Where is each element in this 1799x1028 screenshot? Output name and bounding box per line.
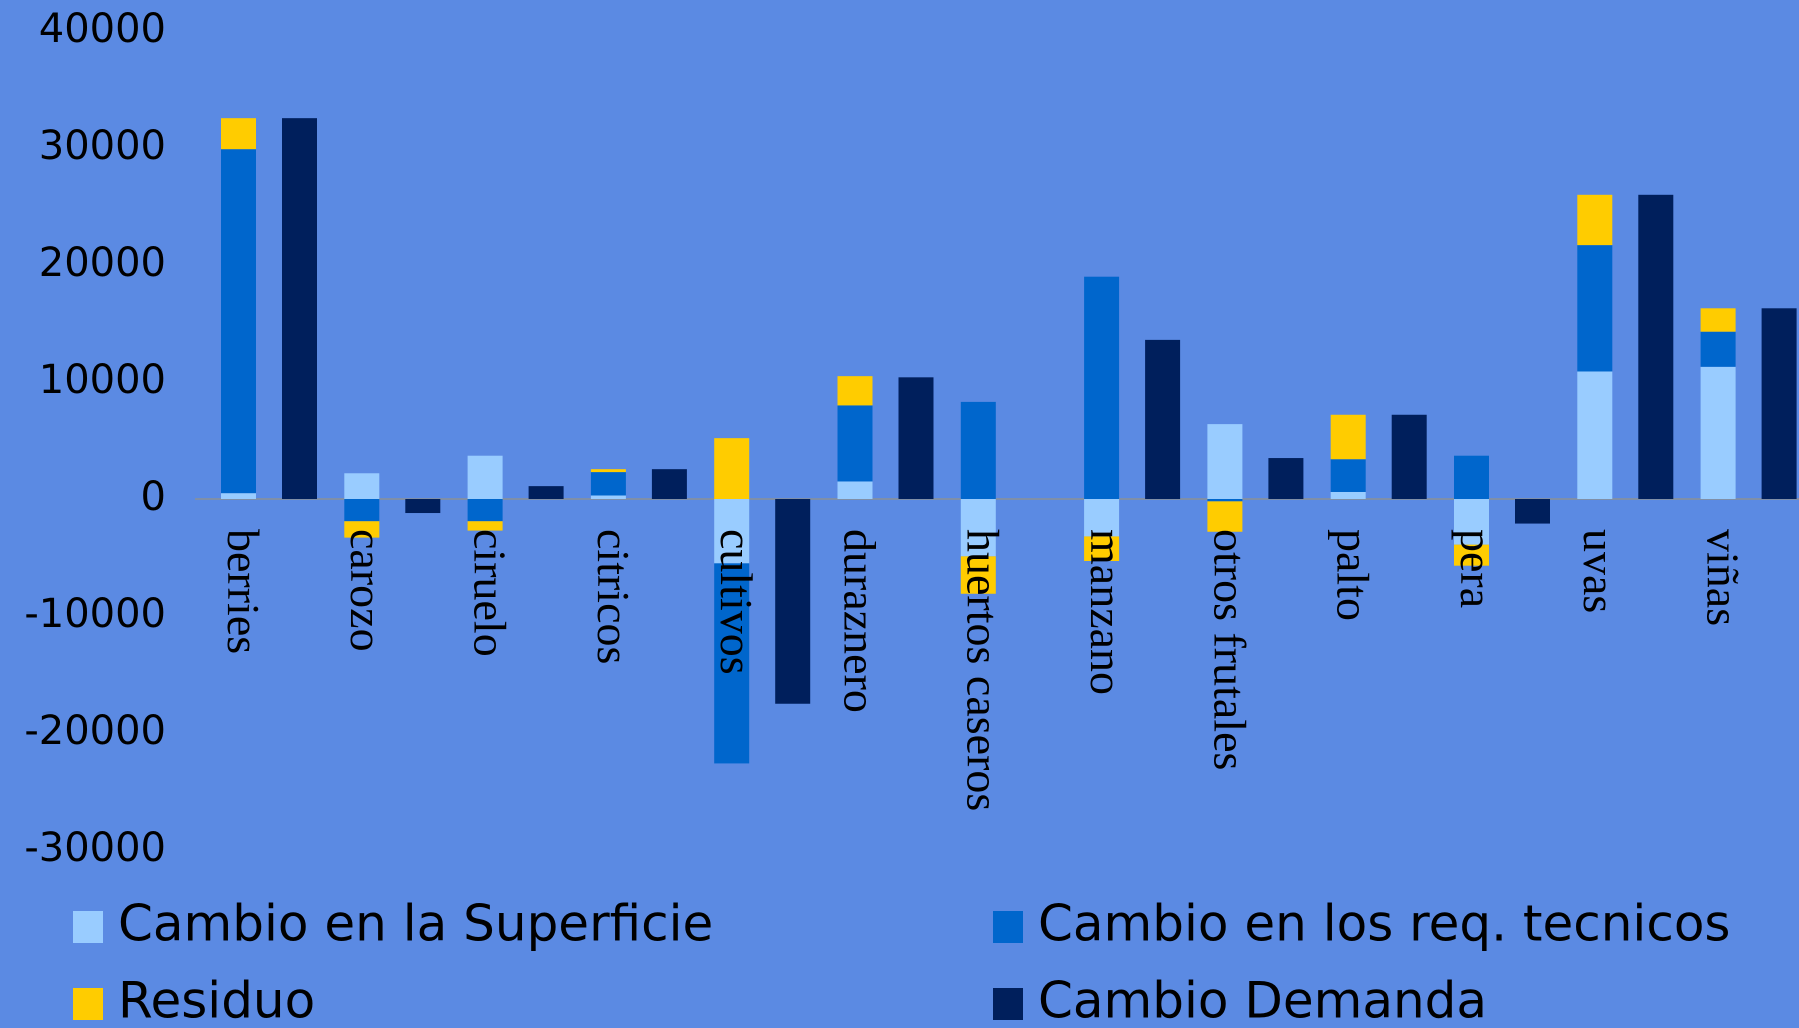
bar: [1084, 499, 1120, 537]
bar: [467, 455, 503, 499]
bar: [221, 118, 256, 150]
y-tick-label: -30000: [24, 825, 166, 871]
bar: [960, 401, 996, 499]
bar: [1145, 339, 1181, 499]
x-tick-label: duraznero: [834, 529, 885, 713]
bar: [1700, 366, 1736, 499]
bar: [1391, 414, 1427, 499]
bar: [221, 493, 256, 499]
bar: [282, 118, 317, 499]
x-tick-label: carozo: [341, 529, 392, 652]
legend-label: Cambio en los req. tecnicos: [1038, 895, 1730, 953]
y-tick-label: 10000: [39, 357, 166, 403]
bar: [344, 499, 380, 522]
legend-label: Residuo: [118, 972, 315, 1028]
legend-label: Cambio Demanda: [1038, 972, 1487, 1028]
bar: [590, 469, 626, 473]
bar: [1330, 491, 1366, 499]
y-tick-label: 0: [141, 474, 166, 520]
bar: [1084, 536, 1120, 562]
bar: [1577, 194, 1613, 246]
x-tick-label: manzano: [1081, 529, 1132, 695]
bar: [1207, 501, 1243, 532]
x-tick-label: pera: [1451, 529, 1502, 608]
x-tick-label: huertos caseros: [958, 529, 1009, 811]
bar: [1207, 499, 1243, 502]
bar: [344, 473, 380, 499]
bar: [837, 481, 873, 499]
bar: [1268, 458, 1304, 499]
bar: [1454, 455, 1489, 499]
bar: [1700, 308, 1736, 332]
bar: [1638, 194, 1674, 500]
x-tick-label: viñas: [1698, 529, 1749, 626]
x-tick-label: cultivos: [711, 529, 762, 675]
bar: [1577, 371, 1613, 499]
bar: [1515, 499, 1550, 524]
bar: [775, 499, 811, 704]
y-tick-label: 40000: [39, 6, 166, 52]
bar: [405, 499, 441, 514]
x-tick-label: berries: [218, 529, 269, 654]
legend-swatch: [73, 911, 103, 943]
bar: [714, 499, 750, 564]
bar: [1700, 331, 1736, 367]
bar: [1454, 499, 1489, 545]
y-tick-label: -10000: [24, 591, 166, 637]
bar: [467, 499, 503, 522]
x-tick-label: citricos: [588, 529, 639, 664]
x-tick-label: palto: [1328, 529, 1379, 621]
bar: [590, 472, 626, 496]
bar: [467, 521, 503, 531]
x-tick-label: uvas: [1574, 529, 1625, 613]
bar: [344, 521, 380, 538]
bar: [528, 486, 564, 499]
bar: [1330, 459, 1366, 492]
bar: [960, 556, 996, 594]
bar: [221, 149, 256, 494]
bar: [960, 499, 996, 557]
bar: [1454, 544, 1489, 566]
x-tick-label: otros frutales: [1204, 529, 1255, 770]
bar: [1207, 424, 1243, 499]
bar: [837, 376, 873, 406]
legend-label: Cambio en la Superficie: [118, 895, 713, 953]
legend-swatch: [73, 988, 103, 1020]
bar: [651, 469, 687, 499]
bar: [837, 405, 873, 482]
bar: [1084, 276, 1120, 499]
bar: [714, 563, 750, 764]
x-tick-label: ciruelo: [465, 529, 516, 657]
bar: [590, 495, 626, 499]
y-tick-label: -20000: [24, 708, 166, 754]
bar: [1330, 414, 1366, 460]
bar: [1761, 308, 1797, 499]
bar: [1577, 245, 1613, 372]
bar: [714, 438, 750, 499]
legend-swatch: [993, 988, 1023, 1020]
y-tick-label: 30000: [39, 123, 166, 169]
bar: [898, 377, 934, 499]
legend-swatch: [993, 911, 1023, 943]
y-tick-label: 20000: [39, 240, 166, 286]
